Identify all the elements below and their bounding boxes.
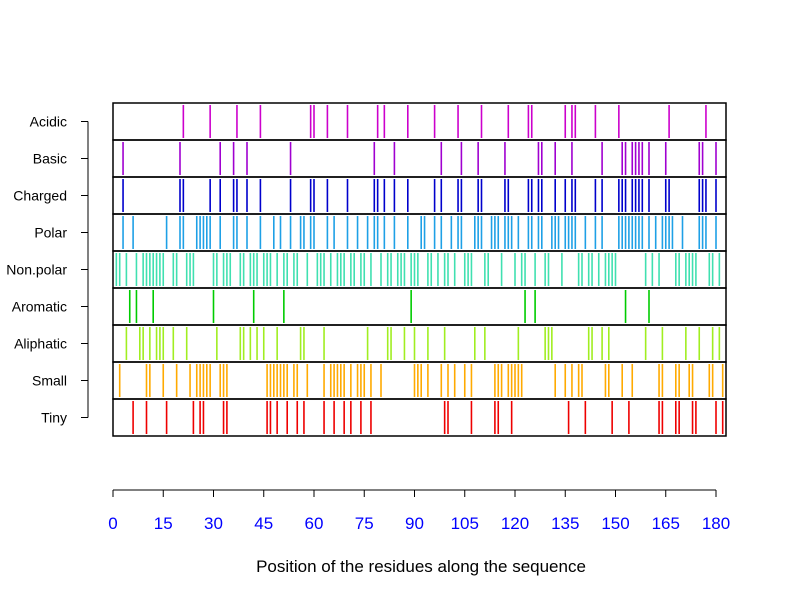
track-small	[112, 361, 727, 400]
track-tiny	[112, 398, 727, 437]
y-label: Polar	[34, 225, 67, 241]
x-tick-label: 150	[601, 514, 629, 533]
track-charged	[112, 176, 727, 215]
x-tick-label: 120	[501, 514, 529, 533]
y-axis	[81, 121, 89, 418]
track-frame	[112, 398, 727, 437]
track-frame	[112, 361, 727, 400]
x-tick-label: 15	[154, 514, 173, 533]
y-label: Acidic	[30, 114, 67, 130]
track-polar	[112, 213, 727, 252]
x-tick-label: 165	[652, 514, 680, 533]
track-non-polar	[112, 250, 727, 289]
x-tick-label: 0	[108, 514, 117, 533]
x-tick-label: 45	[254, 514, 273, 533]
y-label: Tiny	[41, 410, 67, 426]
track-acidic	[112, 102, 727, 141]
track-frame	[112, 287, 727, 326]
x-tick-label: 75	[355, 514, 374, 533]
x-tick-label: 105	[451, 514, 479, 533]
track-aliphatic	[112, 324, 727, 363]
y-label: Charged	[13, 188, 67, 204]
y-label: Small	[32, 373, 67, 389]
track-frame	[112, 324, 727, 363]
track-frame	[112, 102, 727, 141]
x-axis-title: Position of the residues along the seque…	[256, 557, 586, 576]
track-frame	[112, 176, 727, 215]
y-label: Basic	[33, 151, 67, 167]
x-tick-label: 90	[405, 514, 424, 533]
track-frame	[112, 250, 727, 289]
track-frame	[112, 139, 727, 178]
y-label: Aliphatic	[14, 336, 67, 352]
y-label: Aromatic	[12, 299, 67, 315]
track-basic	[112, 139, 727, 178]
track-frame	[112, 213, 727, 252]
track-aromatic	[112, 287, 727, 326]
x-axis: 0 15 30 45 60 75 90 105 120 135 150 165 180	[108, 489, 730, 533]
y-label: Non.polar	[6, 262, 67, 278]
x-tick-label: 180	[702, 514, 730, 533]
track-rows	[112, 102, 727, 437]
y-axis-labels: Acidic Basic Charged Polar Non.polar Aromatic…	[6, 114, 67, 426]
x-tick-label: 135	[551, 514, 579, 533]
x-tick-label: 60	[305, 514, 324, 533]
x-tick-label: 30	[204, 514, 223, 533]
